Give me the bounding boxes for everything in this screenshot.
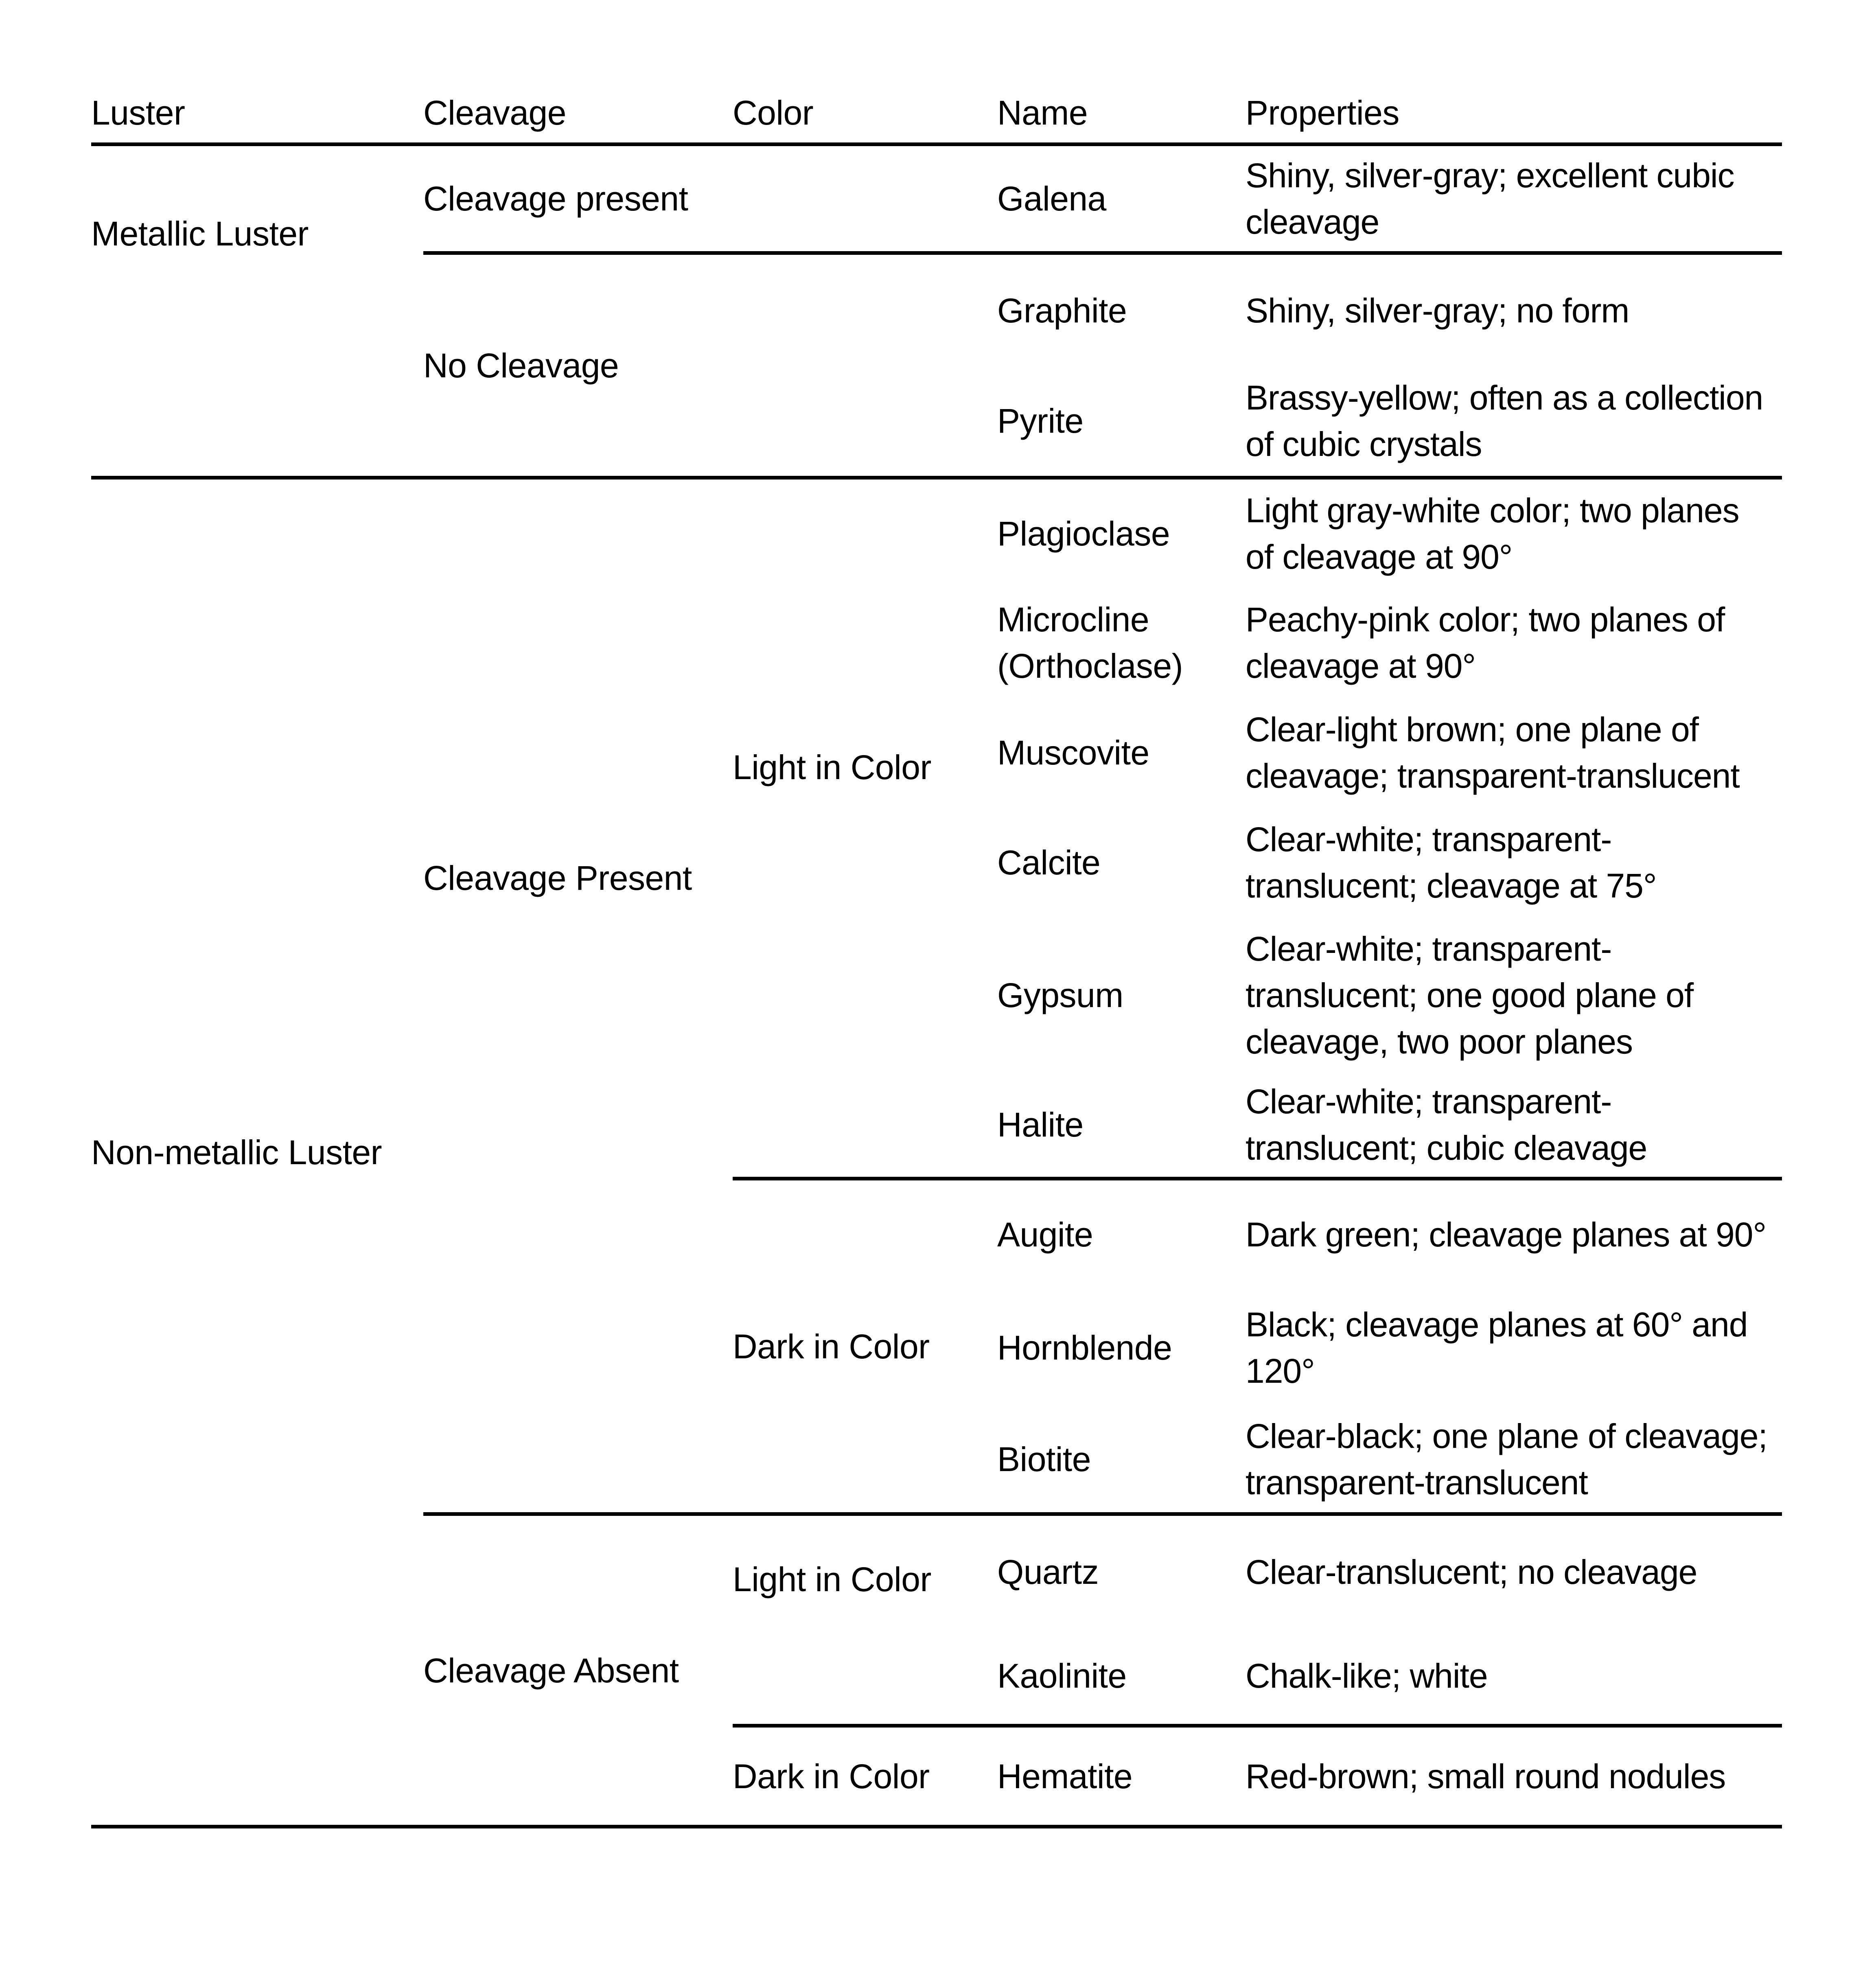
table-row: Kaolinite Chalk-like; white: [91, 1628, 1782, 1728]
column-header-properties: Properties: [1246, 90, 1782, 146]
cell-name-graphite: Graphite: [997, 291, 1127, 330]
cell-name-calcite: Calcite: [997, 843, 1101, 882]
cell-properties-gypsum: Clear-white; transparent- translucent; o…: [1246, 929, 1694, 1061]
color-label: Light in Color: [733, 748, 931, 786]
cell-properties-hornblende: Black; cleavage planes at 60° and 120°: [1246, 1305, 1748, 1390]
mineral-identification-table: Luster Cleavage Color Name Properties Me…: [91, 90, 1782, 1828]
cell-properties-halite: Clear-white; transparent- translucent; c…: [1246, 1073, 1782, 1180]
table-row: Metallic Luster Cleavage present Galena …: [91, 144, 1782, 480]
cell-color-dark-1: Dark in Color: [733, 1178, 997, 1516]
table-row: No Cleavage Graphite Shiny, silver-gray;…: [91, 253, 1782, 480]
table-row: Gypsum Clear-white; transparent- translu…: [91, 917, 1782, 1073]
cell-name-muscovite: Muscovite: [997, 733, 1149, 772]
table-row: Pyrite Brassy-yellow; often as a collect…: [91, 366, 1782, 480]
cell-name-plagioclase: Plagioclase: [997, 514, 1170, 553]
cell-color-empty-metallic-2: [733, 253, 997, 480]
table-row: Hornblende Black; cleavage planes at 60°…: [91, 1289, 1782, 1407]
cell-name-pyrite: Pyrite: [997, 366, 1246, 480]
cell-cleavage-no-cleavage: No Cleavage: [423, 253, 733, 480]
cleavage-label: Cleavage Present: [423, 858, 692, 897]
table-row: Halite Clear-white; transparent- translu…: [91, 1073, 1782, 1180]
cell-name-gypsum: Gypsum: [997, 976, 1123, 1014]
cell-properties-hematite: Red-brown; small round nodules: [1246, 1725, 1782, 1828]
cell-name-microcline: Microcline (Orthoclase): [997, 600, 1183, 685]
cell-cleavage-absent: Cleavage Absent: [423, 1514, 733, 1828]
cell-properties-muscovite: Clear-light brown; one plane of cleavage…: [1246, 710, 1740, 795]
cell-name-quartz: Quartz: [997, 1552, 1099, 1591]
cell-properties-augite: Dark green; cleavage planes at 90°: [1246, 1215, 1767, 1254]
table-row: Non-metallic Luster Cleavage Present Lig…: [91, 477, 1782, 1828]
cell-cleavage-present-metallic: Cleavage present: [423, 144, 733, 255]
table-row: Cleavage Absent Light in Color Quartz Cl…: [91, 1514, 1782, 1828]
cell-color-light-1: Light in Color: [733, 477, 997, 1180]
cell-luster-metallic: Metallic Luster: [91, 144, 423, 480]
cell-color-dark-2: Dark in Color: [733, 1725, 997, 1828]
cell-name-hornblende: Hornblende: [997, 1328, 1172, 1367]
cell-properties-biotite: Clear-black; one plane of cleavage; tran…: [1246, 1406, 1782, 1516]
cell-name-biotite: Biotite: [997, 1406, 1246, 1516]
cell-name-kaolinite: Kaolinite: [997, 1628, 1246, 1728]
column-header-color: Color: [733, 90, 997, 146]
header-row: Luster Cleavage Color Name Properties: [91, 90, 1782, 146]
cell-name-hematite: Hematite: [997, 1725, 1246, 1828]
table-row: Calcite Clear-white; transparent- transl…: [91, 808, 1782, 917]
table-row: Biotite Clear-black; one plane of cleava…: [91, 1406, 1782, 1516]
table-row: Dark in Color Hematite Red-brown; small …: [91, 1725, 1782, 1828]
cell-properties-kaolinite: Chalk-like; white: [1246, 1628, 1782, 1728]
cell-color-empty-metallic-1: [733, 144, 997, 255]
table-row: Dark in Color Augite Dark green; cleavag…: [91, 1178, 1782, 1516]
cell-properties-quartz: Clear-translucent; no cleavage: [1246, 1552, 1697, 1591]
cell-name-halite: Halite: [997, 1073, 1246, 1180]
cell-properties-graphite: Shiny, silver-gray; no form: [1246, 291, 1629, 330]
cell-name-galena: Galena: [997, 144, 1246, 255]
table-row: Muscovite Clear-light brown; one plane o…: [91, 698, 1782, 808]
column-header-name: Name: [997, 90, 1246, 146]
cell-luster-nonmetallic: Non-metallic Luster: [91, 477, 423, 1828]
table-row: Microcline (Orthoclase) Peachy-pink colo…: [91, 588, 1782, 698]
cell-color-light-2: Light in Color: [733, 1514, 997, 1728]
luster-label: Metallic Luster: [91, 215, 309, 253]
cell-properties-microcline: Peachy-pink color; two planes of cleavag…: [1246, 600, 1725, 685]
color-label: Light in Color: [733, 1560, 931, 1598]
cell-properties-galena: Shiny, silver-gray; excellent cubic clea…: [1246, 144, 1782, 255]
cell-properties-pyrite: Brassy-yellow; often as a collection of …: [1246, 366, 1782, 480]
column-header-cleavage: Cleavage: [423, 90, 733, 146]
cell-properties-calcite: Clear-white; transparent- translucent; c…: [1246, 820, 1657, 905]
column-header-luster: Luster: [91, 90, 423, 146]
cell-cleavage-present-nonmetallic: Cleavage Present: [423, 477, 733, 1516]
cell-properties-plagioclase: Light gray-white color; two planes of cl…: [1246, 491, 1740, 576]
cell-name-augite: Augite: [997, 1215, 1093, 1254]
